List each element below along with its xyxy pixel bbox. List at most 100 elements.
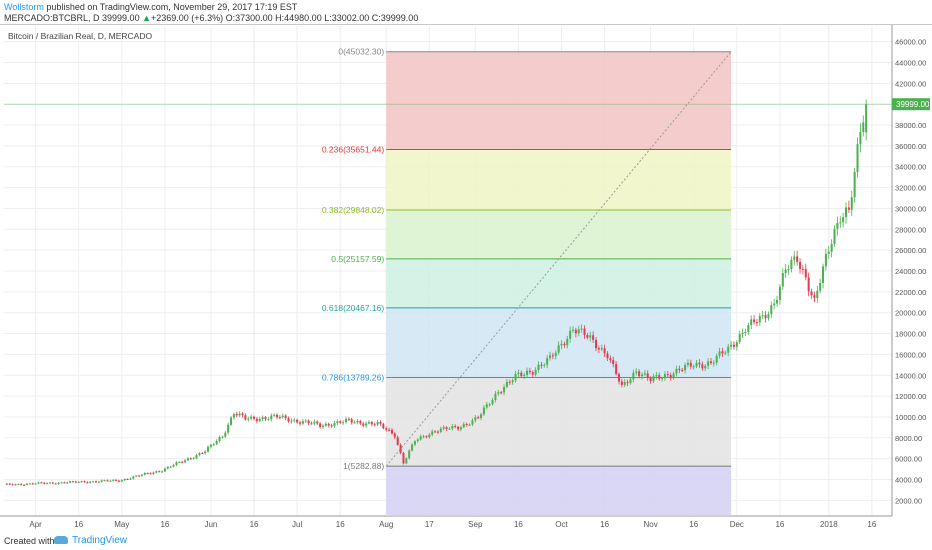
candle-body [106,480,109,482]
time-tick-label: 17 [425,520,434,529]
candle-body [623,382,626,385]
candle-body [436,431,439,433]
candle-body [698,362,701,365]
candle-body [178,461,181,463]
candle-body [813,295,816,299]
candle-body [373,424,376,426]
price-tick-label: 30000.00 [895,204,926,213]
candle-body [385,428,388,430]
symbol-label: MERCADO:BTCBRL, D [4,13,100,23]
candle-body [497,392,500,394]
change-arrow-icon: ▲ [142,13,152,23]
candle-body [278,417,281,419]
candle-body [149,473,152,475]
current-price-label: 39999.00 [896,100,930,109]
candle-body [781,273,784,287]
candle-body [819,283,822,291]
candle-body [8,483,11,485]
candle-body [626,382,629,384]
candle-body [138,475,141,477]
candle-body [594,339,598,349]
candle-body [540,364,543,366]
candle-body [617,374,620,382]
candle-body [270,415,273,420]
candle-body [344,418,347,423]
candle-body [638,371,641,377]
candle-body [574,329,577,334]
time-tick-label: Aug [379,520,393,529]
candle-body [94,481,97,483]
candle-body [718,351,721,356]
candle-body [350,419,353,423]
candle-body [643,373,646,375]
ohlc-legend: MERCADO:BTCBRL, D 39999.00 ▲+2369.00 (+6… [4,13,418,23]
high-value: H:44980.00 [275,13,322,23]
candle-body [684,364,687,371]
candle-body [135,475,138,477]
candle-body [741,332,744,335]
candle-body [319,423,322,427]
candle-body [459,427,462,430]
candle-body [37,482,40,484]
candle-body [54,483,57,485]
candle-body [721,351,724,354]
candle-body [666,374,669,376]
candle-body [46,483,49,485]
candle-body [778,286,781,300]
candle-body [859,131,862,145]
candle-body [5,483,8,485]
candle-body [586,335,589,338]
candle-body [60,482,63,484]
candle-body [123,478,126,481]
candle-body [321,425,324,427]
fib-zone-0.382 [386,210,732,259]
candle-body [583,328,586,336]
tradingview-brand: TradingView [72,535,128,546]
candle-body [856,144,859,172]
candle-body [255,418,258,422]
author-link[interactable]: Wollstorm [4,2,44,12]
candle-body [445,427,448,429]
candle-body [235,414,238,416]
candle-body [508,381,511,383]
chart-title: Bitcoin / Brazilian Real, D, MERCADO [8,31,152,41]
candle-body [353,422,356,424]
candle-body [526,370,529,375]
candle-body [865,104,868,133]
candle-body [247,418,250,420]
candle-body [537,364,540,370]
candle-body [327,423,330,426]
candle-body [57,482,60,484]
candle-body [471,420,474,425]
candle-body [310,423,313,425]
candle-body [66,482,69,484]
candle-body [405,458,408,464]
candle-body [465,424,468,426]
time-tick-label: Oct [555,520,568,529]
candle-body [241,413,244,416]
time-tick-label: 16 [689,520,698,529]
fib-label-0: 0(45032.30) [338,47,384,57]
candle-body [549,355,552,359]
candle-body [411,444,414,451]
candle-body [221,436,224,438]
candle-body [365,423,368,426]
candle-body [709,361,712,364]
time-tick-label: 16 [514,520,523,529]
candle-body [801,268,804,270]
time-tick-label: Jul [292,520,302,529]
candle-body [28,483,31,485]
candle-body [744,331,747,333]
candle-body [184,460,187,463]
tradingview-logo[interactable]: TradingView [54,535,127,546]
price-tick-label: 10000.00 [895,413,926,422]
price-chart[interactable]: 0(45032.30) 0.236(35651.44) 0.382(29848.02… [0,25,932,535]
candle-body [796,256,799,262]
candle-body [715,355,718,363]
time-tick-label: Jun [204,520,217,529]
candle-body [428,434,431,438]
candle-body [836,222,839,230]
candle-body [572,329,575,331]
price-change: +2369.00 (+6.3%) [151,13,224,23]
fib-zone-0.236 [386,149,732,211]
